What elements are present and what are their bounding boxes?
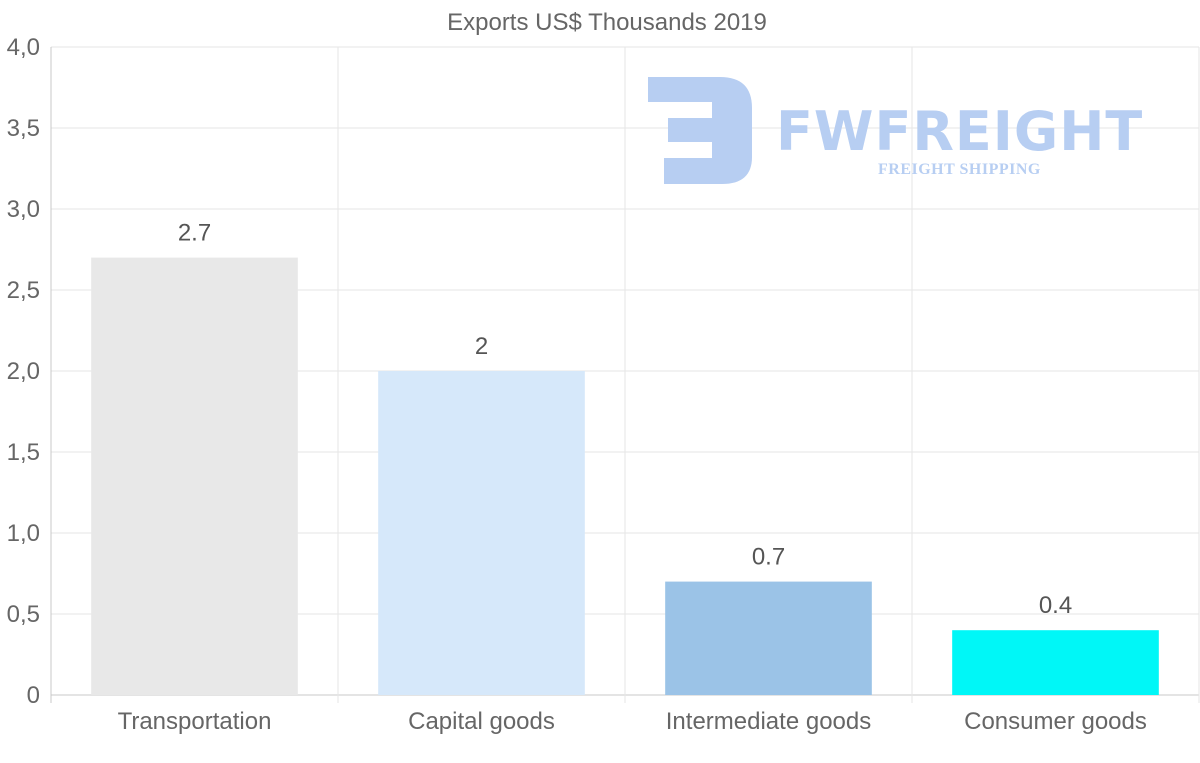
y-tick-label: 0 bbox=[27, 682, 40, 709]
watermark-brand: FWFREIGHT bbox=[776, 100, 1143, 163]
x-tick-label: Capital goods bbox=[408, 708, 555, 735]
y-axis: 0 0,5 1,0 1,5 2,0 2,5 3,0 3,5 4,0 bbox=[7, 34, 40, 709]
value-label: 2 bbox=[475, 333, 488, 360]
x-tick-label: Intermediate goods bbox=[666, 708, 871, 735]
x-tick-label: Transportation bbox=[118, 708, 272, 735]
x-axis: Transportation Capital goods Intermediate … bbox=[118, 708, 1147, 735]
bar-transportation bbox=[91, 257, 298, 695]
value-label: 0.7 bbox=[752, 544, 785, 571]
chart-title: Exports US$ Thousands 2019 bbox=[447, 9, 767, 36]
y-tick-label: 1,5 bbox=[7, 439, 40, 466]
y-tick-label: 1,0 bbox=[7, 520, 40, 547]
bars bbox=[91, 257, 1159, 695]
value-label: 2.7 bbox=[178, 220, 211, 247]
bar-consumer-goods bbox=[952, 630, 1159, 695]
y-tick-label: 3,0 bbox=[7, 196, 40, 223]
value-label: 0.4 bbox=[1039, 592, 1072, 619]
y-tick-label: 4,0 bbox=[7, 34, 40, 61]
watermark-logo: FWFREIGHT FREIGHT SHIPPING bbox=[648, 77, 1143, 184]
bar-capital-goods bbox=[378, 371, 585, 695]
watermark-logo-icon bbox=[648, 77, 752, 184]
y-tick-label: 0,5 bbox=[7, 601, 40, 628]
watermark-tagline: FREIGHT SHIPPING bbox=[878, 161, 1041, 178]
y-tick-label: 3,5 bbox=[7, 115, 40, 142]
value-labels: 2.7 2 0.7 0.4 bbox=[178, 220, 1072, 620]
x-tick-label: Consumer goods bbox=[964, 708, 1147, 735]
bar-intermediate-goods bbox=[665, 581, 872, 695]
y-tick-label: 2,0 bbox=[7, 358, 40, 385]
y-tick-label: 2,5 bbox=[7, 277, 40, 304]
